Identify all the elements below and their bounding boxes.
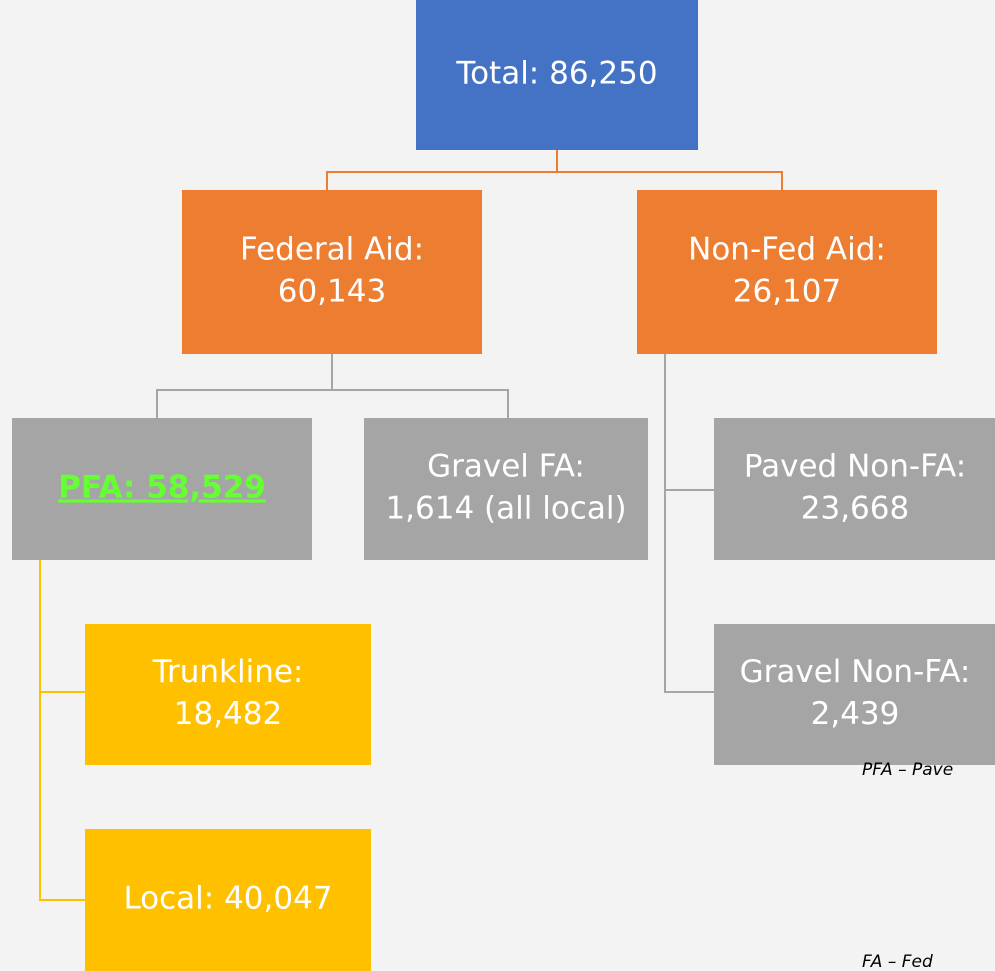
node-label: Federal Aid: <box>240 232 424 268</box>
node-box <box>714 624 995 765</box>
legend-text: PFA – Pave <box>862 760 953 780</box>
node-label: Gravel Non-FA: <box>740 654 971 690</box>
node-label: 18,482 <box>174 696 282 732</box>
node-label: 23,668 <box>801 491 909 527</box>
node-label: Paved Non-FA: <box>744 449 966 485</box>
node-label: Gravel FA: <box>427 449 585 485</box>
node-box <box>12 418 312 560</box>
connector <box>156 354 509 418</box>
node-label: 60,143 <box>278 274 386 310</box>
legend-text: FA – Fed <box>862 952 933 971</box>
connector <box>326 150 783 190</box>
node-box <box>416 0 698 150</box>
node-box <box>85 624 371 765</box>
node-box <box>637 190 937 354</box>
node-label: Total: 86,250 <box>455 56 657 92</box>
connector <box>664 354 714 693</box>
node-label: 26,107 <box>733 274 841 310</box>
node-label: PFA: 58,529 <box>58 470 266 506</box>
node-label: 1,614 (all local) <box>385 491 626 527</box>
node-box <box>714 418 995 560</box>
node-box <box>182 190 482 354</box>
node-label: Non-Fed Aid: <box>688 232 886 268</box>
node-box <box>85 829 371 971</box>
node-label: 2,439 <box>811 696 900 732</box>
node-label: Local: 40,047 <box>123 881 332 917</box>
node-box <box>364 418 648 560</box>
node-label: Trunkline: <box>152 654 304 690</box>
connector <box>39 560 85 901</box>
